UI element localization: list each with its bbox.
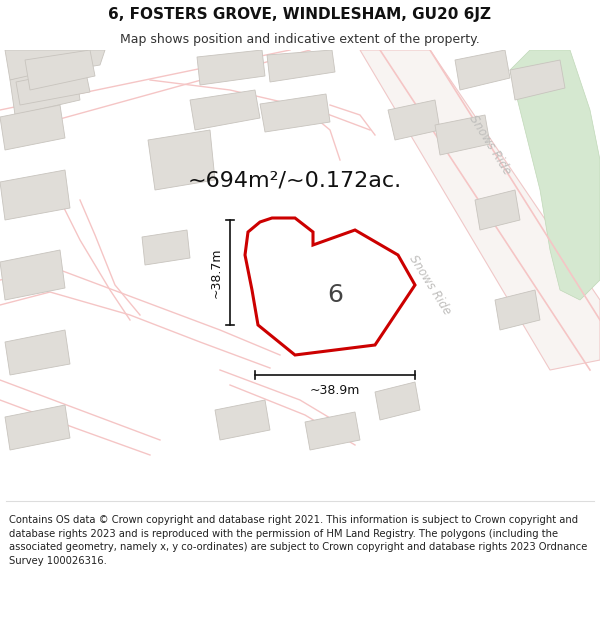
Polygon shape: [0, 170, 70, 220]
Polygon shape: [5, 405, 70, 450]
Text: ~694m²/~0.172ac.: ~694m²/~0.172ac.: [188, 170, 402, 190]
Polygon shape: [148, 130, 215, 190]
Text: Snows Ride: Snows Ride: [407, 253, 454, 318]
Text: Contains OS data © Crown copyright and database right 2021. This information is : Contains OS data © Crown copyright and d…: [9, 515, 587, 566]
Text: Snows Ride: Snows Ride: [467, 112, 514, 178]
Polygon shape: [5, 330, 70, 375]
Polygon shape: [245, 218, 415, 355]
Text: ~38.9m: ~38.9m: [310, 384, 360, 398]
Polygon shape: [510, 50, 600, 300]
Polygon shape: [215, 400, 270, 440]
Text: Map shows position and indicative extent of the property.: Map shows position and indicative extent…: [120, 32, 480, 46]
Polygon shape: [190, 90, 260, 130]
Polygon shape: [360, 50, 600, 370]
Polygon shape: [5, 50, 105, 80]
Polygon shape: [455, 50, 510, 90]
Polygon shape: [475, 190, 520, 230]
Polygon shape: [305, 412, 360, 450]
Polygon shape: [260, 94, 330, 132]
Polygon shape: [10, 65, 80, 115]
Polygon shape: [267, 50, 335, 82]
Text: 6, FOSTERS GROVE, WINDLESHAM, GU20 6JZ: 6, FOSTERS GROVE, WINDLESHAM, GU20 6JZ: [109, 8, 491, 22]
Polygon shape: [375, 382, 420, 420]
Polygon shape: [0, 250, 65, 300]
Polygon shape: [197, 50, 265, 85]
Text: ~38.7m: ~38.7m: [209, 248, 223, 298]
Polygon shape: [0, 105, 65, 150]
Polygon shape: [495, 290, 540, 330]
Polygon shape: [25, 50, 95, 90]
Polygon shape: [142, 230, 190, 265]
Text: 6: 6: [327, 283, 343, 307]
Polygon shape: [16, 68, 90, 105]
Polygon shape: [510, 60, 565, 100]
Polygon shape: [435, 115, 490, 155]
Polygon shape: [388, 100, 440, 140]
